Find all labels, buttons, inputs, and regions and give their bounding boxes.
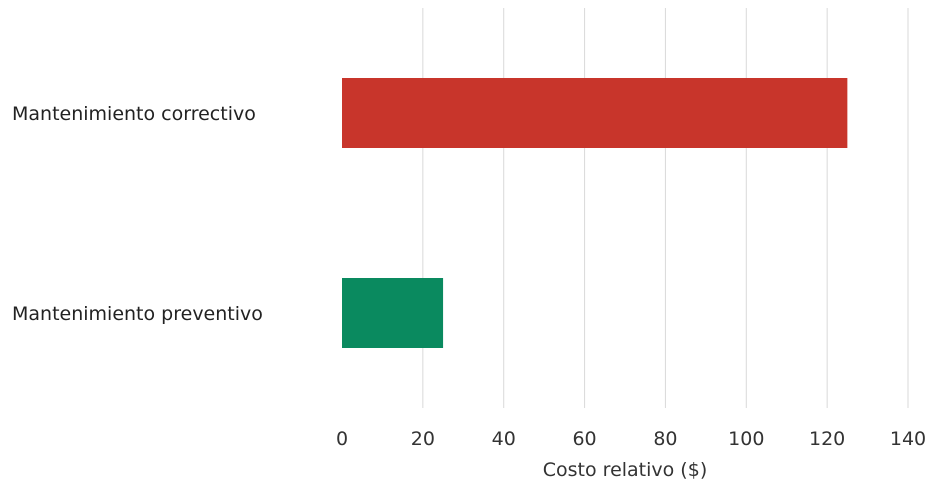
x-tick-label: 100 xyxy=(728,428,764,450)
x-tick-label: 120 xyxy=(809,428,845,450)
gridlines xyxy=(422,8,909,408)
x-tick-label: 140 xyxy=(890,428,926,450)
x-tick-labels: 0 20 40 60 80 100 120 140 xyxy=(336,428,926,450)
x-tick-label: 80 xyxy=(653,428,677,450)
x-axis-title: Costo relativo ($) xyxy=(543,459,707,481)
x-tick-label: 20 xyxy=(411,428,435,450)
x-tick-label: 40 xyxy=(492,428,516,450)
category-label: Mantenimiento correctivo xyxy=(12,103,256,125)
category-labels: Mantenimiento correctivo Mantenimiento pr… xyxy=(12,103,263,325)
x-tick-label: 0 xyxy=(336,428,348,450)
bar xyxy=(342,278,444,348)
bar xyxy=(342,78,848,148)
bars xyxy=(342,78,848,348)
x-tick-label: 60 xyxy=(572,428,596,450)
category-label: Mantenimiento preventivo xyxy=(12,303,263,325)
